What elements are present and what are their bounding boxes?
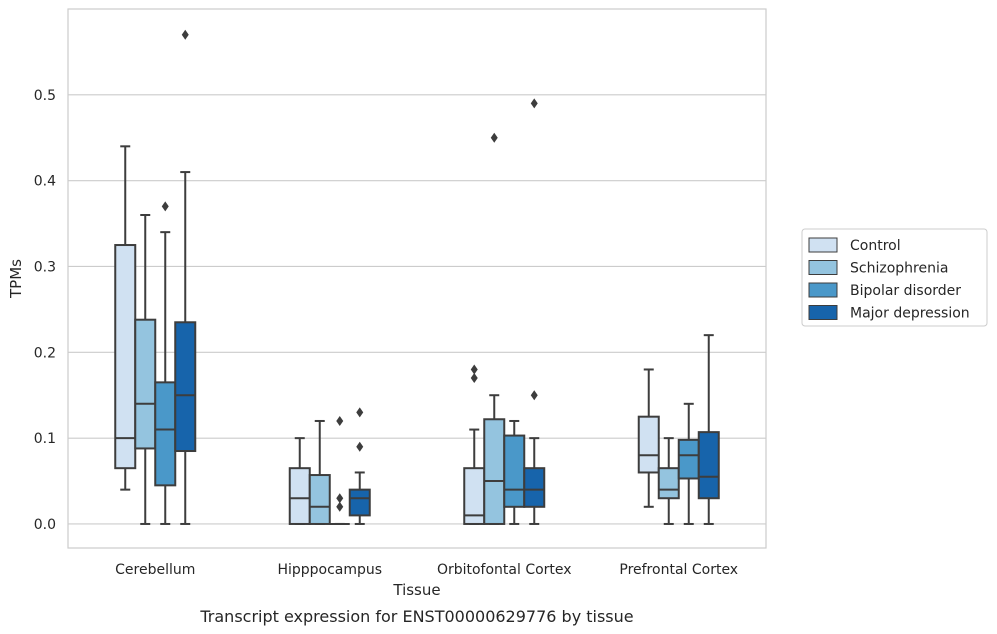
legend-swatch [808,282,838,298]
outlier-point [161,201,169,212]
outlier-point [336,493,344,504]
box-plot [134,213,157,525]
box-body [114,244,137,470]
legend-item: Major depression [808,305,970,322]
outlier-point [530,98,538,109]
chart-caption: Transcript expression for ENST0000062977… [199,607,633,626]
box-body [483,418,506,525]
box-group [637,334,720,525]
box-plot [114,145,137,491]
x-tick-label: Orbitofontal Cortex [437,562,572,578]
box-plot [154,201,177,525]
box-plot [288,437,311,525]
legend-swatch [808,260,838,275]
box-body [637,415,660,474]
legend-label: Bipolar disorder [850,283,961,299]
box-plot [677,402,700,525]
y-axis-ticks: 0.0 0.1 0.2 0.3 0.4 0.5 [34,88,56,533]
box-body [657,467,680,500]
y-tick-label: 0.3 [34,259,56,275]
box-plot [697,334,720,525]
box-group [288,407,371,525]
box-body [503,434,526,508]
plot-frame [67,8,767,549]
outlier-point [356,407,364,418]
outlier-point [181,29,189,40]
outlier-point [490,132,498,143]
legend: Control Schizophrenia Bipolar disorder Majo… [801,228,988,327]
box-group [463,98,546,525]
y-tick-label: 0.5 [34,88,56,104]
box-plot [483,132,506,525]
x-tick-label: Hipppocampus [277,562,382,578]
box-plot [329,415,350,525]
box-body [523,467,546,508]
box-body [348,488,371,517]
outlier-point [470,364,478,375]
x-tick-label: Cerebellum [115,562,195,578]
box-body [154,381,177,487]
outlier-point [336,415,344,426]
box-body [308,474,331,525]
box-body [677,438,700,480]
x-axis-ticks: Cerebellum Hipppocampus Orbitofontal Corte… [115,562,738,578]
y-tick-label: 0.0 [34,517,56,533]
legend-swatch [808,305,838,320]
y-tick-label: 0.1 [34,431,56,447]
box-plot-groups [114,29,720,525]
legend-label: Schizophrenia [850,261,948,277]
box-body [174,321,197,453]
box-plot [308,419,331,525]
box-plot [463,364,486,525]
x-tick-label: Prefrontal Cortex [619,562,738,578]
box-plot [657,437,680,525]
y-axis-label: TPMs [7,259,25,299]
x-axis-label: Tissue [392,581,440,599]
legend-swatch [808,237,838,253]
legend-item: Control [808,237,901,254]
box-plot [637,368,660,508]
legend-frame [801,228,988,327]
outlier-point [530,390,538,401]
y-tick-label: 0.2 [34,345,56,361]
legend-item: Bipolar disorder [808,282,961,299]
box-group [114,29,197,525]
outlier-point [470,373,478,384]
box-body [697,431,720,500]
box-plot [503,419,526,525]
box-plot [348,407,371,525]
outlier-point [336,501,344,512]
legend-label: Control [850,238,901,254]
box-body [288,467,311,525]
legend-item: Schizophrenia [808,260,948,277]
box-plot [174,29,197,525]
box-body [134,318,157,450]
outlier-point [356,441,364,452]
box-plot [523,98,546,525]
legend-label: Major depression [850,306,970,322]
y-tick-label: 0.4 [34,174,56,190]
